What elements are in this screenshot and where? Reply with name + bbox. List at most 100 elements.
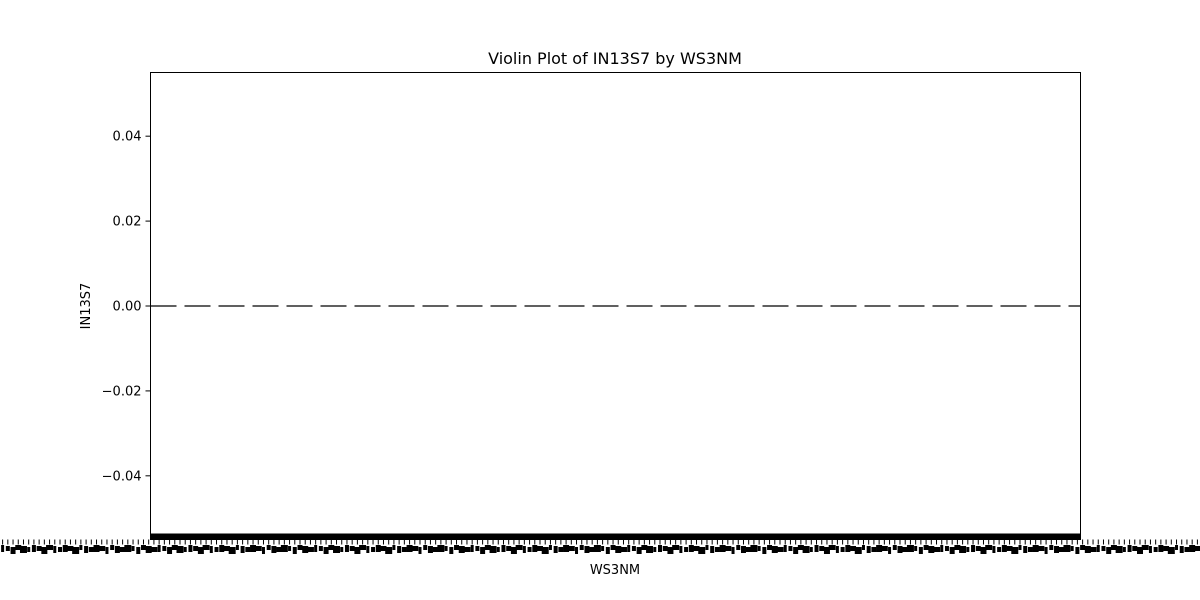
x-tick-label-illegible — [19, 546, 27, 553]
x-tick-label-illegible — [119, 547, 126, 552]
x-tick-label-illegible — [1106, 547, 1112, 554]
x-axis-label: WS3NM — [590, 563, 640, 578]
x-tick-label-illegible — [776, 547, 784, 552]
x-tick-label-illegible — [280, 545, 288, 552]
x-tick-label-illegible — [72, 547, 80, 554]
x-tick-label-illegible — [427, 546, 433, 553]
x-tick-label-illegible — [710, 546, 715, 553]
y-tick-label: −0.04 — [102, 469, 142, 484]
y-tick-label: 0.02 — [113, 215, 142, 230]
x-tick-label-illegible — [605, 547, 610, 554]
x-tick-label-illegible — [757, 546, 761, 551]
x-tick-label-illegible — [615, 546, 622, 553]
x-tick-label-illegible — [880, 546, 888, 551]
x-tick-label-illegible — [1089, 547, 1097, 552]
x-tick-label-illegible — [745, 547, 752, 552]
x-tick-label-illegible — [406, 545, 413, 552]
x-tick-label-illegible — [1011, 547, 1019, 554]
x-axis-category-marks — [1, 533, 1200, 554]
x-tick-label-illegible — [672, 545, 680, 550]
x-tick-label-illegible — [992, 546, 996, 553]
x-tick-label-illegible — [740, 546, 746, 553]
x-tick-label-illegible — [1058, 547, 1065, 552]
x-tick-label-illegible — [124, 545, 132, 552]
x-tick-label-illegible — [214, 547, 219, 552]
x-tick-label-illegible — [458, 546, 465, 553]
x-tick-label-illegible — [1110, 545, 1117, 550]
x-tick-label-illegible — [98, 546, 106, 551]
x-tick-label-illegible — [93, 545, 100, 552]
x-tick-label-illegible — [167, 547, 173, 554]
x-tick-label-illegible — [902, 547, 909, 552]
x-tick-label-illegible — [767, 545, 773, 550]
x-tick-label-illegible — [823, 547, 830, 554]
x-tick-label-illegible — [897, 546, 903, 553]
x-tick-label-illegible — [444, 546, 448, 551]
x-tick-label-illegible — [31, 545, 36, 552]
x-tick-label-illegible — [575, 547, 579, 554]
x-tick-label-illegible — [250, 545, 257, 552]
x-tick-label-illegible — [959, 546, 967, 553]
x-tick-label-illegible — [171, 545, 178, 550]
x-tick-label-illegible — [783, 545, 787, 552]
x-tick-label-illegible — [314, 545, 318, 552]
x-tick-label-illegible — [501, 545, 506, 552]
x-tick-label-illegible — [58, 547, 62, 552]
x-tick-label-illegible — [223, 546, 230, 551]
x-tick-label-illegible — [1001, 545, 1007, 552]
x-tick-label-illegible — [411, 546, 419, 551]
x-tick-label-illegible — [698, 547, 706, 554]
x-tick-label-illegible — [193, 546, 199, 551]
x-tick-label-illegible — [359, 545, 367, 550]
x-tick-label-illegible — [662, 546, 668, 551]
x-tick-label-illegible — [1122, 547, 1126, 552]
x-tick-label-illegible — [928, 546, 935, 553]
x-tick-label-illegible — [1049, 545, 1054, 550]
x-tick-label-illegible — [840, 547, 845, 552]
x-tick-label-illegible — [631, 546, 636, 551]
x-tick-label-illegible — [432, 547, 439, 552]
x-tick-label-illegible — [418, 547, 422, 554]
x-tick-label-illegible — [1037, 546, 1045, 551]
x-tick-label-illegible — [1115, 546, 1123, 553]
x-tick-label-illegible — [401, 547, 407, 552]
x-tick-label-illegible — [219, 545, 225, 552]
x-tick-label-illegible — [724, 546, 732, 551]
x-tick-label-illegible — [1032, 545, 1039, 552]
x-tick-label-illegible — [954, 545, 961, 550]
x-tick-label-illegible — [914, 546, 918, 551]
x-tick-label-illegible — [980, 547, 987, 554]
x-tick-label-illegible — [688, 545, 694, 552]
x-tick-label-illegible — [1193, 546, 1200, 551]
x-tick-label-illegible — [1070, 546, 1074, 551]
x-tick-label-illegible — [793, 547, 799, 554]
x-tick-label-illegible — [940, 545, 944, 552]
x-tick-label-illegible — [136, 547, 141, 554]
x-tick-label-illegible — [110, 545, 115, 550]
x-tick-label-illegible — [145, 546, 152, 553]
x-tick-label-illegible — [1167, 547, 1175, 554]
x-tick-label-illegible — [719, 545, 726, 552]
x-tick-label-illegible — [693, 546, 700, 551]
x-tick-label-illegible — [658, 545, 662, 552]
x-tick-label-illegible — [567, 546, 575, 551]
x-tick-label-illegible — [375, 545, 381, 552]
x-tick-label-illegible — [15, 545, 22, 550]
x-tick-label-illegible — [814, 545, 819, 552]
x-tick-label-illegible — [480, 547, 486, 554]
x-tick-label-illegible — [892, 545, 897, 550]
x-tick-label-illegible — [866, 546, 871, 553]
x-tick-label-illegible — [1184, 547, 1190, 552]
x-tick-label-illegible — [297, 545, 303, 550]
x-tick-label-illegible — [437, 545, 445, 552]
x-tick-label-illegible — [762, 547, 767, 554]
x-tick-label-illegible — [46, 545, 54, 550]
x-tick-label-illegible — [1044, 547, 1048, 554]
x-tick-label-illegible — [423, 545, 428, 550]
x-tick-label-illegible — [36, 546, 42, 551]
x-tick-label-illegible — [1101, 546, 1106, 551]
x-tick-label-illegible — [176, 546, 184, 553]
x-tick-label-illegible — [162, 546, 167, 551]
x-tick-label-illegible — [150, 547, 158, 552]
